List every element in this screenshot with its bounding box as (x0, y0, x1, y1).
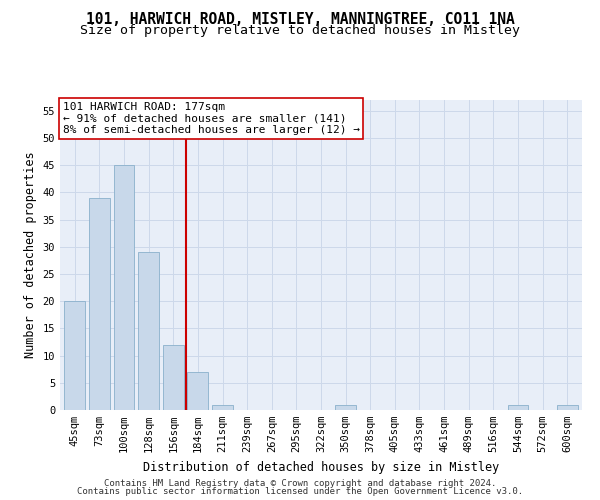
Bar (89, 198, 110, 410)
Bar (212, 404, 233, 410)
Text: Size of property relative to detached houses in Mistley: Size of property relative to detached ho… (80, 24, 520, 37)
Text: Contains HM Land Registry data © Crown copyright and database right 2024.: Contains HM Land Registry data © Crown c… (104, 478, 496, 488)
X-axis label: Distribution of detached houses by size in Mistley: Distribution of detached houses by size … (143, 460, 499, 473)
Text: Contains public sector information licensed under the Open Government Licence v3: Contains public sector information licen… (77, 487, 523, 496)
Text: 101, HARWICH ROAD, MISTLEY, MANNINGTREE, CO11 1NA: 101, HARWICH ROAD, MISTLEY, MANNINGTREE,… (86, 12, 514, 28)
Bar (64, 301, 85, 410)
Bar (138, 252, 159, 410)
Bar (113, 166, 134, 410)
Y-axis label: Number of detached properties: Number of detached properties (24, 152, 37, 358)
Text: 101 HARWICH ROAD: 177sqm
← 91% of detached houses are smaller (141)
8% of semi-d: 101 HARWICH ROAD: 177sqm ← 91% of detach… (62, 102, 359, 134)
Bar (557, 404, 578, 410)
Bar (335, 404, 356, 410)
Bar (187, 372, 208, 410)
Bar (508, 404, 529, 410)
Bar (163, 344, 184, 410)
